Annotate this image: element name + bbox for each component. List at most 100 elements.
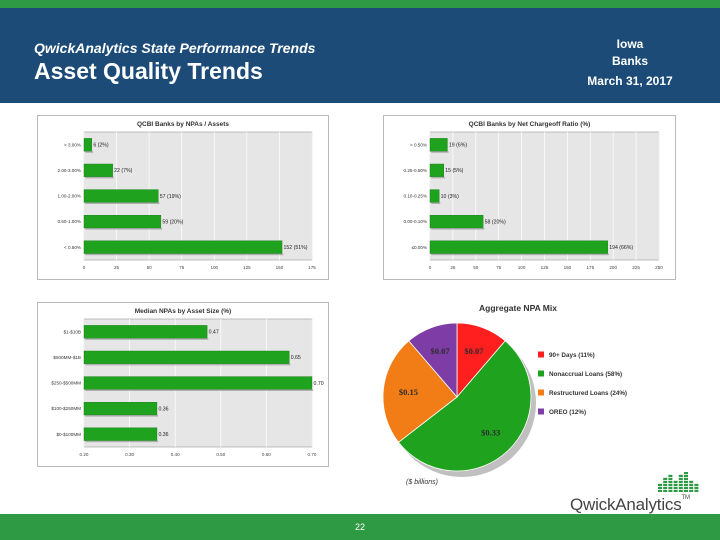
y-category-label: < 0.50%: [64, 245, 81, 250]
logo-bar-segment: [678, 480, 683, 483]
logo-bar-segment: [668, 486, 673, 489]
bar-shadow: [431, 202, 441, 204]
y-category-label: > 3.00%: [64, 142, 81, 147]
chart-median-npa: Median NPAs by Asset Size (%) 0.20 0.30 0.4…: [37, 302, 329, 467]
logo-bar-segment: [689, 486, 694, 489]
pie-slice-label: $0.07: [430, 346, 450, 356]
bar-value-label: 19 (6%): [449, 143, 467, 149]
bar-shadow: [431, 151, 449, 153]
bar: [83, 240, 283, 254]
x-tick-label: 150: [276, 265, 284, 270]
report-date: March 31, 2017: [587, 74, 673, 88]
x-tick-label: 0.20: [80, 452, 89, 457]
bar-value-label: 194 (66%): [609, 245, 633, 251]
bar-equalizer-icon: [658, 472, 699, 492]
bar: [83, 138, 93, 152]
bar-shadow: [85, 389, 314, 391]
bar: [83, 325, 208, 339]
legend-swatch: [538, 408, 544, 415]
logo-bar-segment: [684, 483, 688, 486]
bar-shadow: [85, 151, 94, 153]
logo-bar-segment: [658, 483, 662, 486]
y-category-label: 0.25-0.50%: [404, 168, 428, 173]
y-category-label: ≤0.00%: [411, 245, 427, 250]
logo-bar-segment: [668, 474, 673, 477]
bar-shadow: [431, 228, 485, 230]
bar-value-label: 0.65: [291, 355, 301, 361]
bar-value-label: 0.36: [158, 432, 168, 438]
legend-label: Restructured Loans (24%): [549, 390, 627, 397]
logo-bar-segment: [694, 486, 699, 489]
logo-bar-segment: [678, 489, 683, 492]
chart-title: Aggregate NPA Mix: [479, 303, 557, 313]
page-title: Asset Quality Trends: [34, 58, 263, 84]
x-tick-label: 75: [179, 265, 185, 270]
x-tick-label: 0.30: [125, 452, 134, 457]
bar-value-label: 57 (19%): [160, 194, 181, 200]
bar-shadow: [85, 253, 284, 256]
legend-label: OREO (12%): [549, 409, 586, 416]
y-category-label: $500MM-$1B: [53, 355, 81, 360]
logo-bar-segment: [678, 477, 683, 480]
pie-slice: [382, 340, 458, 443]
region-info: Iowa Banks March 31, 2017: [560, 36, 700, 90]
pie-slice-label: $0.15: [399, 387, 418, 397]
pie-slice: [397, 340, 532, 472]
brand-name: QwickAnalyticsTM: [570, 495, 690, 515]
logo-bar-segment: [663, 486, 668, 489]
bar-value-label: 10 (3%): [441, 194, 459, 200]
logo-bar-segment: [668, 489, 673, 492]
logo-bar-segment: [668, 480, 673, 483]
bar-shadow: [85, 440, 159, 443]
y-category-label: $0-$100MM: [56, 432, 81, 437]
bar-value-label: 0.36: [158, 406, 168, 412]
pie-unit-note: ($ billions): [406, 479, 438, 486]
bar-shadow: [431, 253, 609, 256]
y-category-label: $250-$500MM: [51, 381, 81, 386]
brand-logo: QwickAnalyticsTM: [562, 472, 702, 516]
y-category-label: 0.50-1.00%: [58, 219, 82, 224]
logo-bar-segment: [684, 486, 688, 489]
bar: [429, 240, 608, 254]
bar: [83, 350, 290, 365]
bar-value-label: 0.47: [209, 330, 219, 336]
x-tick-label: 0: [83, 265, 86, 270]
bar-shadow: [85, 338, 209, 340]
x-tick-label: 150: [564, 265, 572, 270]
logo-bar-segment: [658, 486, 662, 489]
x-tick-label: 25: [114, 265, 120, 270]
y-category-label: 0.00-0.10%: [404, 219, 428, 224]
bar-value-label: 22 (7%): [114, 168, 132, 174]
logo-bar-segment: [694, 483, 699, 486]
x-tick-label: 250: [655, 265, 663, 270]
bar-value-label: 0.70: [314, 381, 324, 387]
logo-bar-segment: [673, 489, 678, 492]
bar: [83, 401, 158, 416]
chart-npa-assets: QCBI Banks by NPAs / Assets 0 25 50 75 100 125…: [37, 115, 329, 280]
pie-slice: [408, 322, 458, 399]
y-category-label: 2.00-3.00%: [58, 168, 82, 173]
bar-shadow: [431, 176, 445, 179]
chart-title: Median NPAs by Asset Size (%): [135, 308, 231, 315]
logo-bar-segment: [684, 474, 688, 477]
logo-bar-segment: [694, 489, 699, 492]
x-tick-label: 0: [429, 265, 432, 270]
logo-bar-segment: [658, 489, 662, 492]
x-tick-label: 200: [609, 265, 617, 270]
logo-bar-segment: [678, 483, 683, 486]
legend-swatch: [538, 389, 544, 396]
bar: [83, 163, 113, 178]
bar: [429, 163, 444, 178]
bar-value-label: 152 (51%): [284, 245, 308, 251]
y-category-label: 0.10-0.25%: [404, 194, 428, 199]
page-header: QwickAnalytics State Performance Trends …: [0, 8, 720, 103]
x-tick-label: 175: [586, 265, 594, 270]
y-category-label: 1.00-2.00%: [58, 194, 82, 199]
bar: [83, 189, 159, 203]
bar-value-label: 6 (2%): [93, 143, 109, 149]
brand-tm: TM: [681, 495, 690, 501]
brand-name-text: QwickAnalytics: [570, 495, 682, 514]
logo-bar-segment: [673, 483, 678, 486]
logo-bar-segment: [684, 477, 688, 480]
logo-bar-segment: [684, 472, 688, 474]
